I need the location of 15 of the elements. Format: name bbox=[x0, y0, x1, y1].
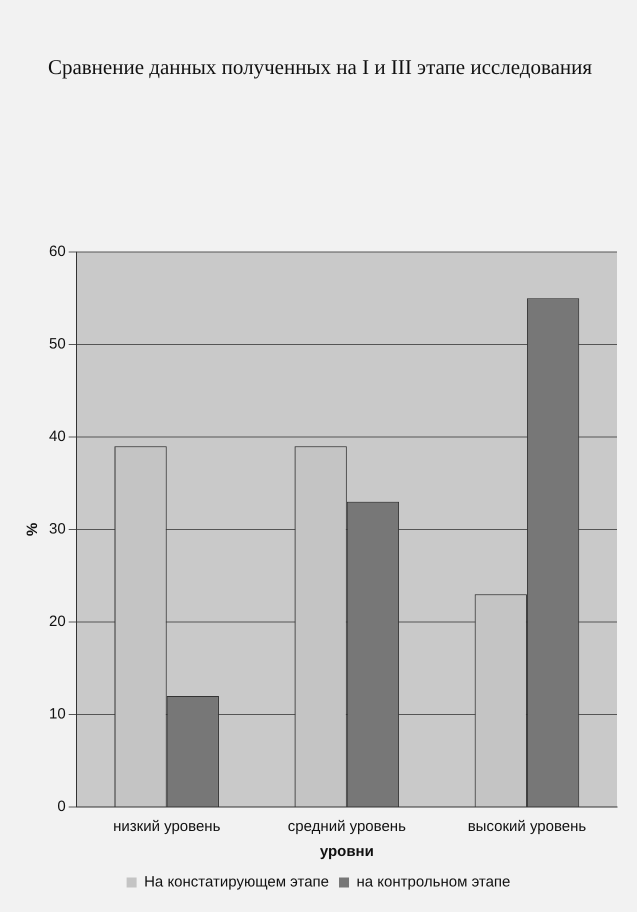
x-tick-label: низкий уровень bbox=[113, 818, 221, 836]
legend-label: на контрольном этапе bbox=[356, 874, 510, 891]
x-tick-label: высокий уровень bbox=[468, 818, 586, 836]
x-axis-title: уровни bbox=[320, 843, 374, 860]
chart-title: Сравнение данных полученных на I и III этапе исследования bbox=[46, 55, 594, 80]
y-tick-label: 40 bbox=[48, 428, 66, 446]
y-axis-title: % bbox=[24, 522, 42, 536]
legend-label: На констатирующем этапе bbox=[144, 874, 330, 891]
y-tick-label: 20 bbox=[48, 613, 66, 630]
y-tick-label: 50 bbox=[48, 336, 66, 353]
y-tick-label: 30 bbox=[48, 520, 66, 538]
y-tick-label: 10 bbox=[48, 706, 66, 723]
y-tick-label: 60 bbox=[48, 243, 66, 260]
y-tick-label: 0 bbox=[57, 798, 66, 816]
x-tick-label: средний уровень bbox=[288, 818, 406, 836]
